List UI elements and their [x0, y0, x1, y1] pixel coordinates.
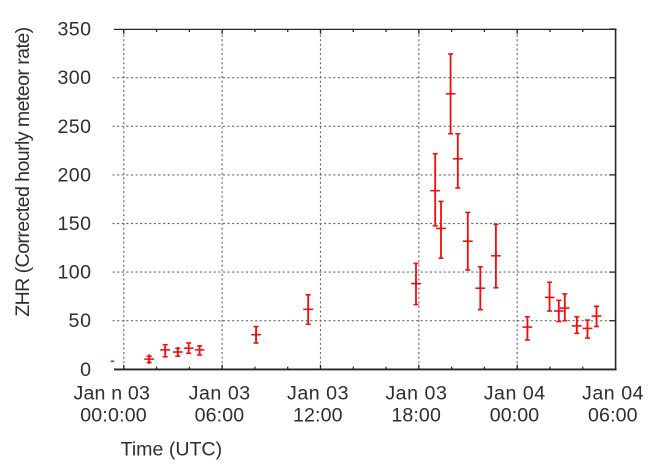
svg-text:50: 50	[69, 310, 92, 332]
svg-text:12:00: 12:00	[293, 405, 343, 427]
svg-text:250: 250	[58, 116, 92, 138]
svg-text:Jan 04: Jan 04	[484, 382, 546, 404]
svg-text:Jan 03: Jan 03	[287, 382, 349, 404]
svg-text:150: 150	[58, 213, 92, 235]
svg-text:200: 200	[58, 164, 92, 186]
svg-text:06:00: 06:00	[195, 405, 245, 427]
svg-text:300: 300	[58, 67, 92, 89]
svg-text:Jan 03: Jan 03	[385, 382, 447, 404]
svg-text:00:00: 00:00	[490, 405, 540, 427]
svg-text:Time (UTC): Time (UTC)	[121, 438, 223, 460]
svg-text:ZHR (Corrected hourly meteor r: ZHR (Corrected hourly meteor rate)	[12, 27, 34, 317]
svg-text:18:00: 18:00	[391, 405, 441, 427]
svg-text:100: 100	[58, 262, 92, 284]
svg-text:06:00: 06:00	[588, 405, 638, 427]
svg-text:00:0:00: 00:0:00	[80, 405, 147, 427]
svg-text:Jan 04: Jan 04	[582, 382, 644, 404]
svg-text:Jan 03: Jan 03	[189, 382, 251, 404]
svg-text:Jan n 03: Jan n 03	[74, 382, 150, 404]
svg-text:350: 350	[58, 19, 92, 41]
svg-text:0: 0	[80, 359, 91, 381]
